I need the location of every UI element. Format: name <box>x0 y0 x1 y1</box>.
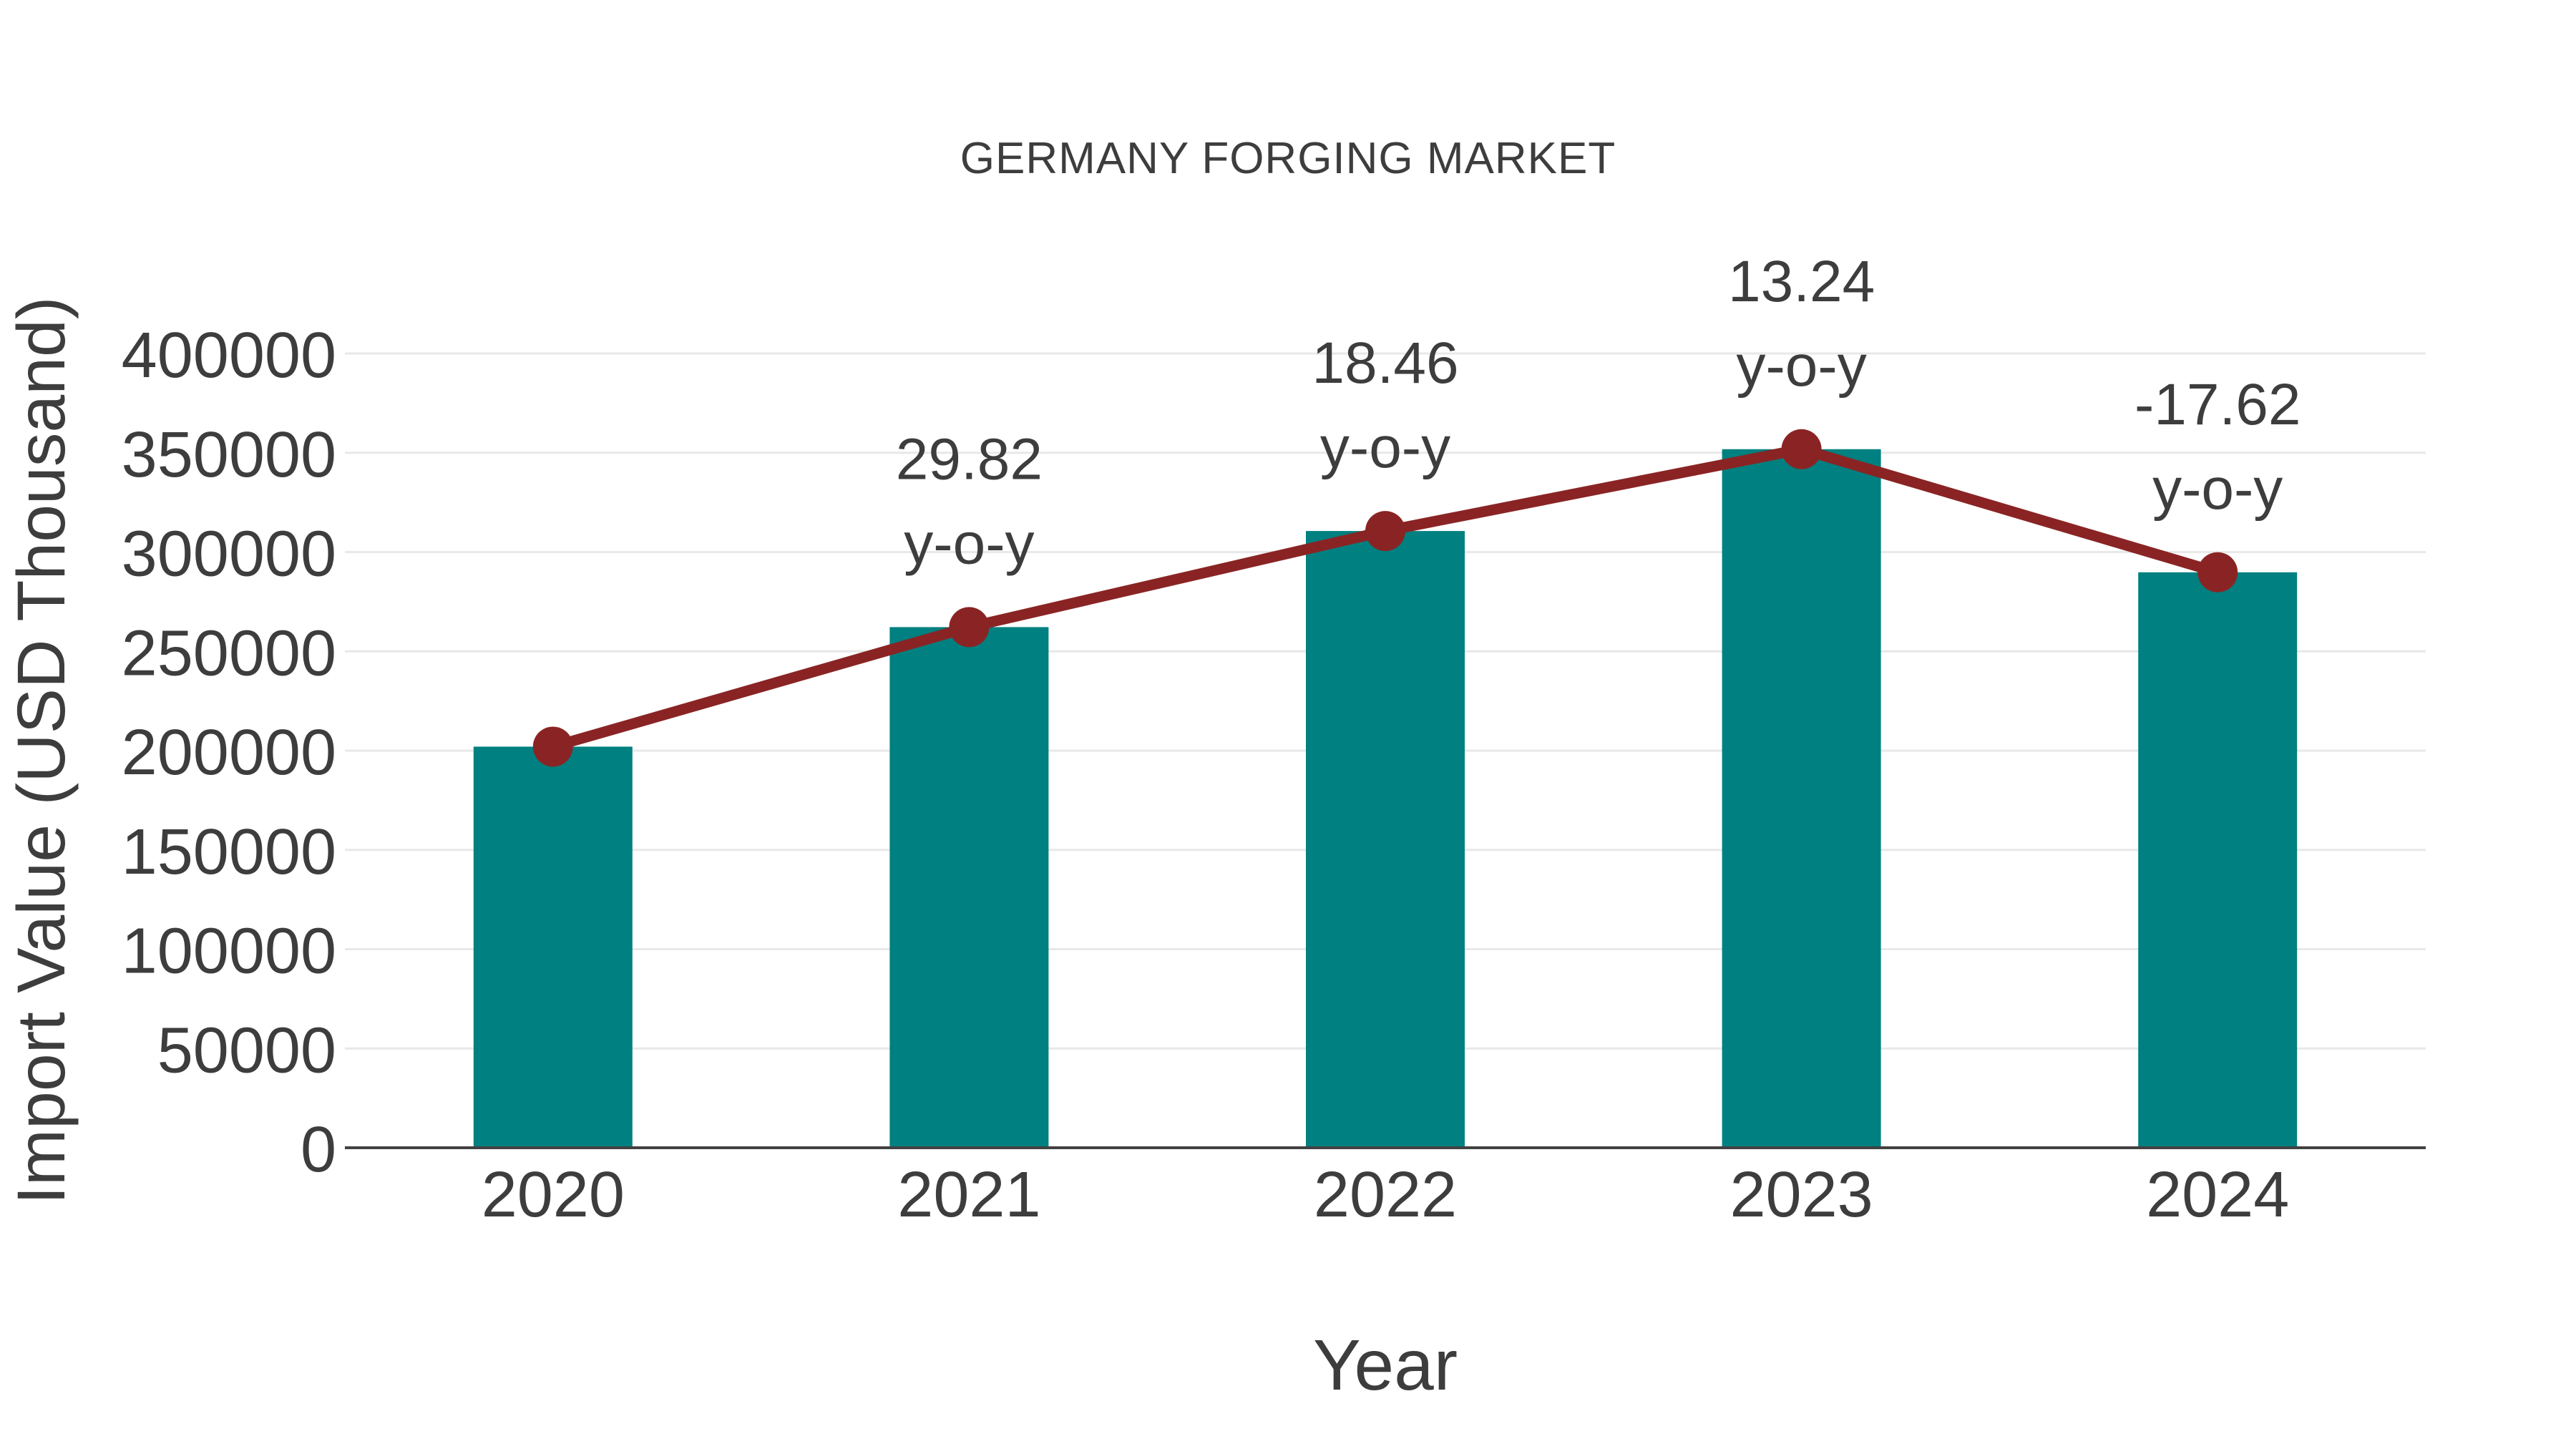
y-tick-400000: 400000 <box>122 320 336 391</box>
marker-2023 <box>1781 429 1822 469</box>
marker-2021 <box>949 607 990 648</box>
x-tick-2024: 2024 <box>2146 1159 2289 1231</box>
yoy-suffix-2022: y-o-y <box>1320 415 1450 480</box>
trend-line <box>532 429 2238 767</box>
bar-2020 <box>473 746 633 1148</box>
x-axis-title: Year <box>1313 1325 1458 1405</box>
marker-2022 <box>1365 511 1405 552</box>
yoy-suffix-2023: y-o-y <box>1736 333 1866 399</box>
bar-2022 <box>1306 531 1465 1148</box>
yoy-value-2021: 29.82 <box>896 426 1043 492</box>
bar-2023 <box>1722 449 1881 1148</box>
yoy-suffix-2024: y-o-y <box>2152 457 2283 522</box>
y-tick-50000: 50000 <box>157 1015 336 1086</box>
x-tick-2022: 2022 <box>1314 1159 1457 1231</box>
y-tick-200000: 200000 <box>122 717 336 789</box>
yoy-suffix-2021: y-o-y <box>904 511 1034 576</box>
yoy-annotations: 29.82 y-o-y 18.46 y-o-y 13.24 y-o-y -17.62 y-o-… <box>896 249 2301 577</box>
y-tick-250000: 250000 <box>122 618 336 689</box>
y-tick-0: 0 <box>301 1114 336 1186</box>
y-tick-300000: 300000 <box>122 519 336 590</box>
bar-2021 <box>889 627 1049 1148</box>
x-tick-2020: 2020 <box>482 1159 625 1231</box>
x-tick-2023: 2023 <box>1729 1159 1873 1231</box>
marker-2024 <box>2197 552 2238 592</box>
bars <box>473 449 2298 1148</box>
yoy-value-2024: -17.62 <box>2135 372 2301 437</box>
y-axis-tick-labels: 0 50000 100000 150000 200000 250000 300000 3500… <box>122 320 336 1186</box>
bar-2024 <box>2138 572 2298 1148</box>
yoy-value-2023: 13.24 <box>1728 249 1875 314</box>
y-axis-title: Import Value (USD Thousand) <box>4 296 79 1204</box>
y-tick-100000: 100000 <box>122 916 336 987</box>
yoy-value-2022: 18.46 <box>1312 331 1458 396</box>
y-tick-150000: 150000 <box>122 816 336 888</box>
x-tick-2021: 2021 <box>897 1159 1040 1231</box>
chart-title: GERMANY FORGING MARKET <box>960 134 1616 183</box>
y-tick-350000: 350000 <box>122 419 336 491</box>
marker-2020 <box>532 726 573 767</box>
x-axis-tick-labels: 2020 2021 2022 2023 2024 <box>482 1159 2290 1231</box>
